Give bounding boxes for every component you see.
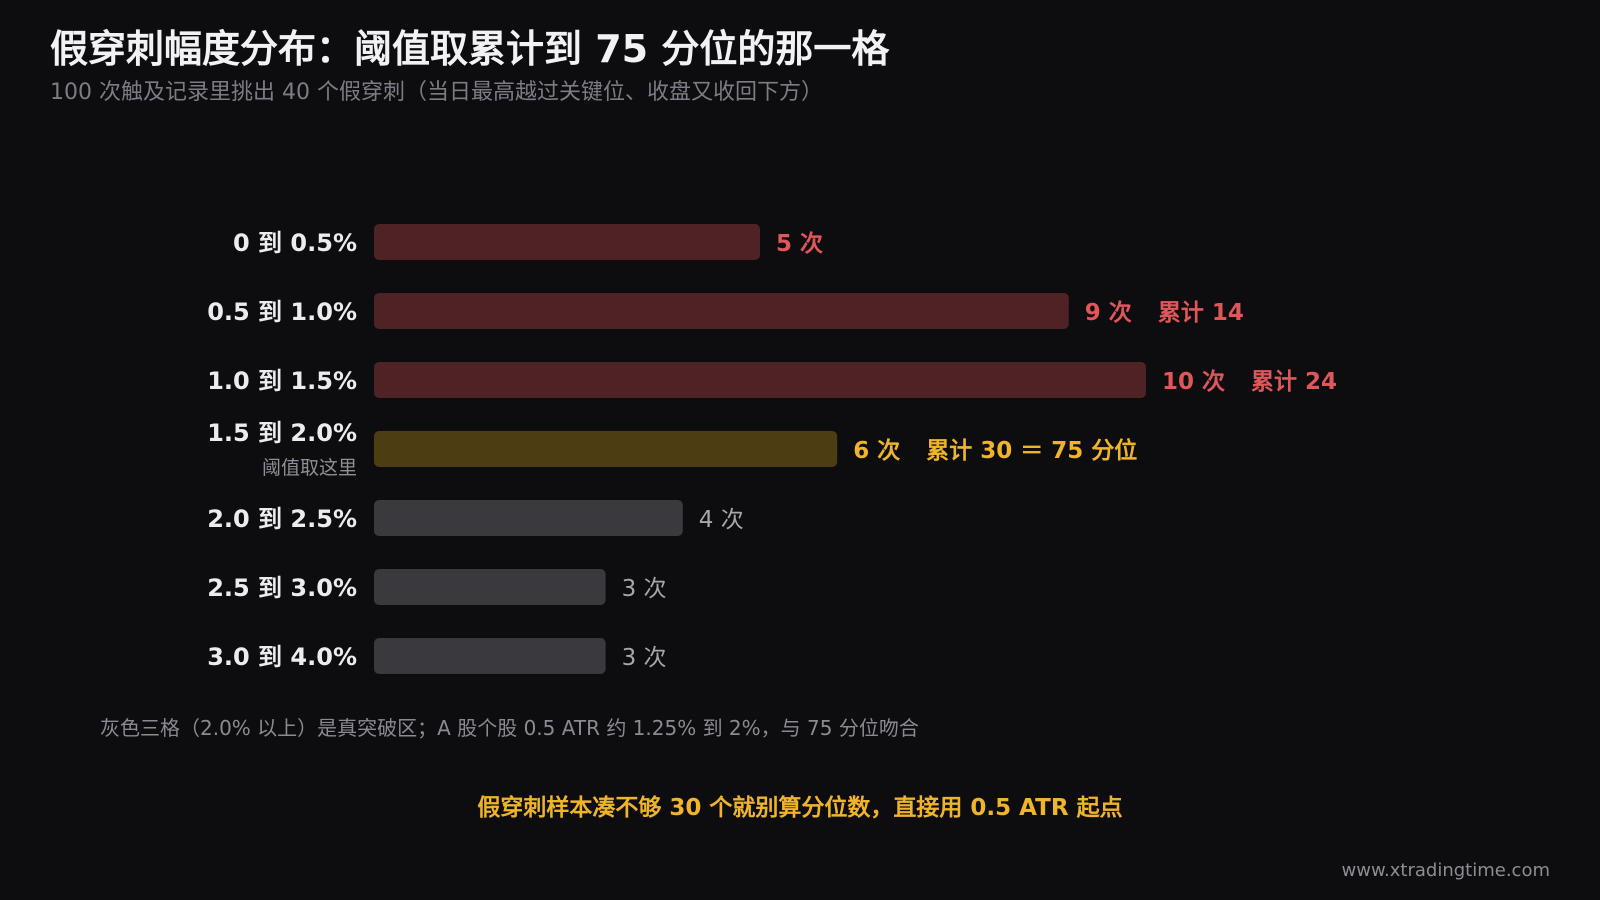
value-label: 3 次 (622, 645, 667, 671)
chart-title: 假穿刺幅度分布：阈值取累计到 75 分位的那一格 (50, 27, 890, 71)
footnote: 灰色三格（2.0% 以上）是真突破区；A 股个股 0.5 ATR 约 1.25%… (100, 716, 919, 740)
value-label: 3 次 (622, 576, 667, 602)
bar (374, 638, 606, 674)
bar (374, 224, 760, 260)
cumulative-label: 累计 14 (1158, 300, 1244, 326)
category-label: 0.5 到 1.0% (207, 298, 357, 326)
bar (374, 362, 1146, 398)
bar (374, 500, 683, 536)
category-label: 1.5 到 2.0% (207, 419, 357, 447)
value-label: 9 次 (1085, 299, 1132, 326)
category-label: 0 到 0.5% (233, 229, 357, 257)
cumulative-label: 累计 24 (1251, 369, 1337, 395)
category-note: 阈值取这里 (262, 457, 357, 479)
category-label: 2.5 到 3.0% (207, 574, 357, 602)
value-label: 5 次 (776, 230, 823, 257)
bar (374, 293, 1069, 329)
cumulative-label: 累计 30 ＝ 75 分位 (926, 437, 1137, 464)
bar (374, 431, 838, 467)
value-label: 6 次 (853, 437, 900, 464)
takeaway-text: 假穿刺样本凑不够 30 个就别算分位数，直接用 0.5 ATR 起点 (477, 795, 1123, 821)
category-label: 2.0 到 2.5% (207, 505, 357, 533)
category-label: 3.0 到 4.0% (207, 643, 357, 671)
website-watermark: www.xtradingtime.com (1341, 860, 1550, 881)
chart-subtitle: 100 次触及记录里挑出 40 个假穿刺（当日最高越过关键位、收盘又收回下方） (50, 80, 823, 105)
bar (374, 569, 606, 605)
value-label: 10 次 (1162, 368, 1225, 395)
value-label: 4 次 (699, 507, 744, 533)
category-label: 1.0 到 1.5% (207, 367, 357, 395)
